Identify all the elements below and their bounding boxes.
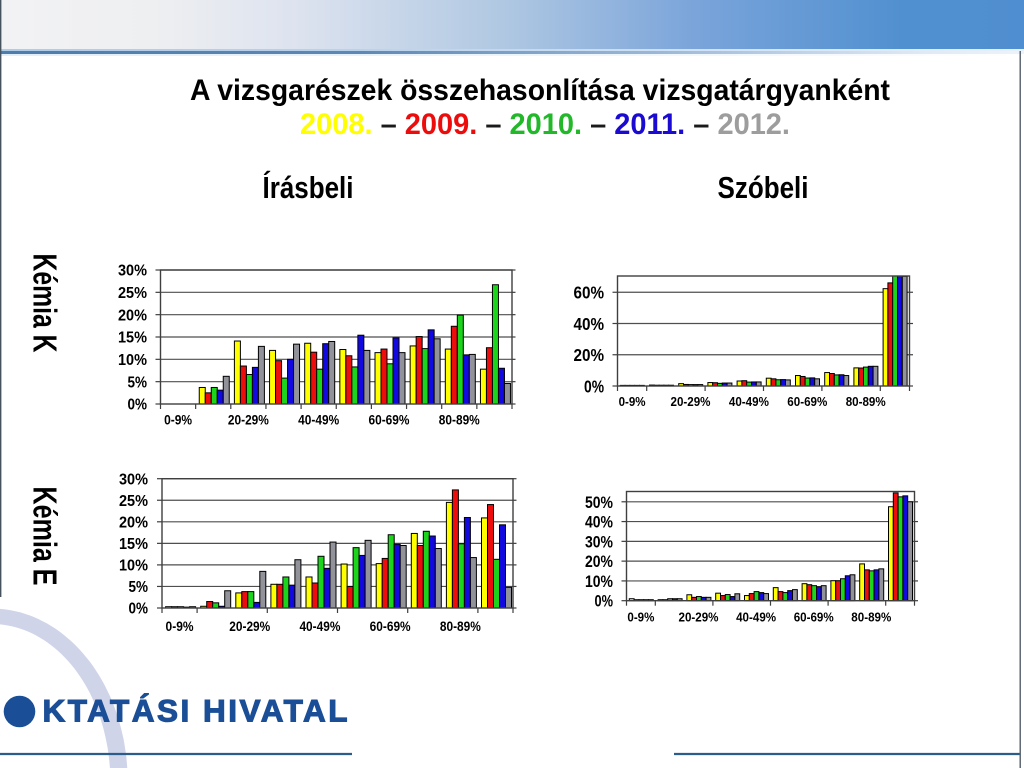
svg-text:20%: 20% [585,553,613,571]
svg-text:40%: 40% [574,314,605,334]
svg-text:25%: 25% [119,493,148,510]
svg-text:0-9%: 0-9% [166,618,194,634]
svg-text:Szóbeli: Szóbeli [718,170,809,205]
svg-text:80-89%: 80-89% [846,394,886,409]
svg-text:60-69%: 60-69% [787,394,827,409]
svg-text:20%: 20% [118,307,147,324]
svg-text:5%: 5% [129,579,149,596]
svg-text:20-29%: 20-29% [229,618,270,634]
svg-text:20-29%: 20-29% [671,394,711,409]
svg-text:20-29%: 20-29% [228,412,269,428]
svg-text:10%: 10% [585,573,613,591]
svg-text:30%: 30% [119,471,148,488]
svg-text:Kémia E: Kémia E [27,487,64,586]
svg-text:20-29%: 20-29% [679,610,719,625]
svg-text:80-89%: 80-89% [440,618,481,634]
svg-text:0%: 0% [595,593,614,611]
svg-text:80-89%: 80-89% [851,610,891,625]
svg-text:0-9%: 0-9% [627,610,654,625]
svg-text:25%: 25% [118,285,147,302]
svg-text:40-49%: 40-49% [729,394,769,409]
svg-text:0%: 0% [584,376,604,396]
svg-text:15%: 15% [119,536,148,553]
svg-text:20%: 20% [119,514,148,531]
svg-text:60%: 60% [574,283,605,303]
svg-text:2008. – 2009. – 2010. – 2011.: 2008. – 2009. – 2010. – 2011. – 2012. [300,108,790,141]
svg-text:5%: 5% [128,374,148,391]
svg-text:15%: 15% [118,330,147,347]
svg-text:20%: 20% [574,345,605,365]
svg-text:80-89%: 80-89% [439,412,480,428]
svg-text:60-69%: 60-69% [370,618,411,634]
svg-text:10%: 10% [118,352,147,369]
svg-text:A vizsgarészek összehasonlítás: A vizsgarészek összehasonlítása vizsgatá… [190,74,890,107]
svg-text:Kémia K: Kémia K [27,254,64,353]
svg-text:0%: 0% [129,601,149,618]
svg-text:10%: 10% [119,558,148,575]
svg-text:Írásbeli: Írásbeli [263,170,354,205]
svg-text:40-49%: 40-49% [299,618,340,634]
svg-text:0-9%: 0-9% [619,394,646,409]
svg-text:30%: 30% [585,533,613,551]
svg-text:40%: 40% [585,514,613,532]
svg-text:50%: 50% [585,494,613,512]
svg-text:0-9%: 0-9% [164,412,192,428]
svg-text:60-69%: 60-69% [794,610,834,625]
svg-text:40-49%: 40-49% [736,610,776,625]
svg-text:40-49%: 40-49% [298,412,339,428]
svg-text:KTATÁSI HIVATAL: KTATÁSI HIVATAL [43,693,348,729]
svg-text:0%: 0% [128,397,148,414]
svg-text:60-69%: 60-69% [368,412,409,428]
svg-text:30%: 30% [118,263,147,280]
